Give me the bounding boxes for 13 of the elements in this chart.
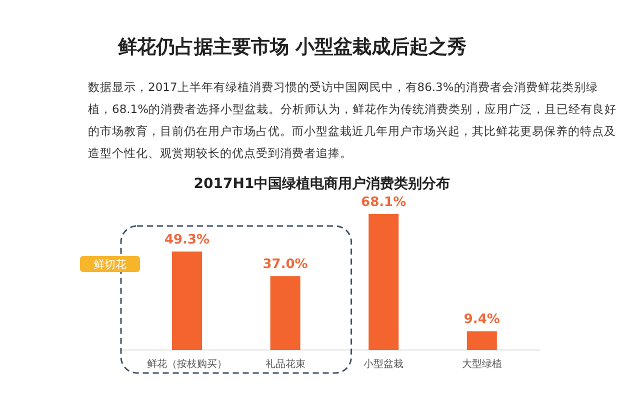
data-label: 49.3% xyxy=(164,232,210,248)
x-tick-label: 小型盆栽 xyxy=(364,358,404,370)
x-tick-label: 大型绿植 xyxy=(462,358,502,370)
chart-title: 2017H1中国绿植电商用户消费类别分布 xyxy=(194,176,450,192)
data-label: 68.1% xyxy=(361,195,406,210)
x-tick-label: 鲜花（按枝购买） xyxy=(147,358,227,370)
annotation: 鲜切花 xyxy=(94,258,126,271)
x-tick-label: 礼品花束 xyxy=(265,358,306,370)
data-label: 9.4% xyxy=(464,312,500,328)
group-label: 鲜切花 xyxy=(80,256,140,272)
paragraph: 数据显示，2017上半年有绿植消费习惯的受访中国网民中，有86.3%的消费者会消费鲜花类别绿植，68.1%的消费者选择小型盆栽。分析师认为，鲜花作为传统消费类别，应用广泛，且已经有良好的市场教育，目前仍在用户市场占优。而小型盆栽近几年用户市场兴起，其比鲜花更易保养的特点及造型个性化、观赏期较长的优点受到消费者追捧。 xyxy=(88,79,618,162)
data-label: 37.0% xyxy=(262,257,308,272)
headline: 鲜花仍占据主要市场 小型盆栽成后起之秀 xyxy=(118,35,467,60)
